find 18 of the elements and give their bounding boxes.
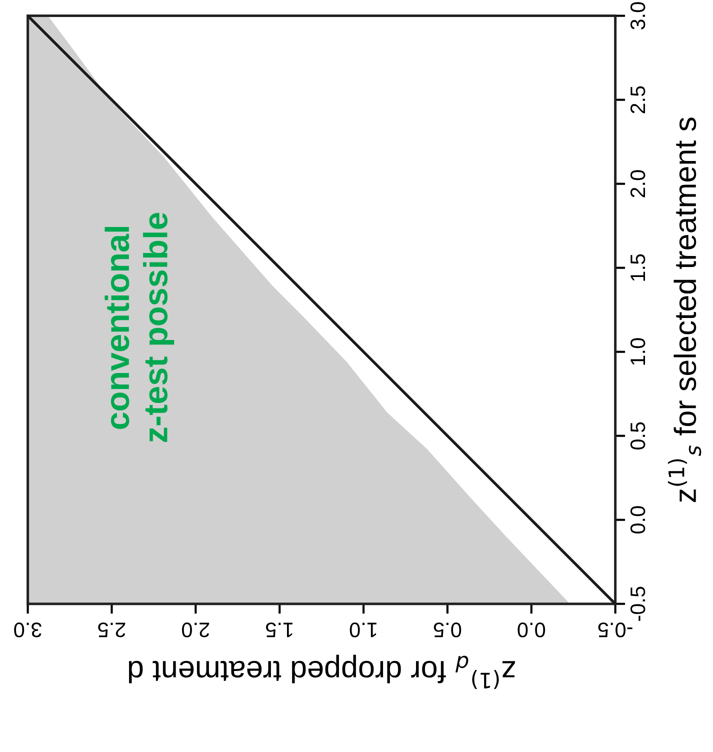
y-tick-label: 0.5: [630, 422, 646, 450]
y-tick-label: 3.0: [630, 2, 646, 30]
x-tick-label: 3.0: [14, 622, 42, 638]
y-tick-label: 1.0: [630, 338, 646, 365]
x-tick-label: -0.5: [598, 622, 632, 638]
y-tick-label: 0.0: [630, 506, 646, 534]
y-tick-label: 1.5: [630, 254, 646, 281]
x-tick-label: 0.5: [434, 622, 462, 638]
annotation: conventional z-test possible: [104, 212, 174, 442]
y-axis-title: z$^{(1)}$$_{s}$ for selected treatment s: [668, 118, 702, 502]
x-tick-label: 2.5: [98, 622, 126, 638]
x-tick-label: 2.0: [182, 622, 210, 638]
y-tick-label: 2.5: [630, 86, 646, 114]
x-tick-label: 0.0: [518, 622, 546, 638]
y-tick-label: 2.0: [630, 170, 646, 198]
x-tick-label: 1.5: [266, 622, 292, 638]
x-tick-label: 1.0: [350, 622, 376, 638]
x-axis-title: z$^{(1)}$$_{d}$ for dropped treatment d: [128, 654, 515, 690]
